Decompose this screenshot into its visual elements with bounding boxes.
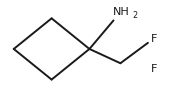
Text: NH: NH (113, 7, 129, 17)
Text: F: F (151, 34, 158, 44)
Text: 2: 2 (132, 11, 138, 20)
Text: F: F (151, 64, 158, 74)
